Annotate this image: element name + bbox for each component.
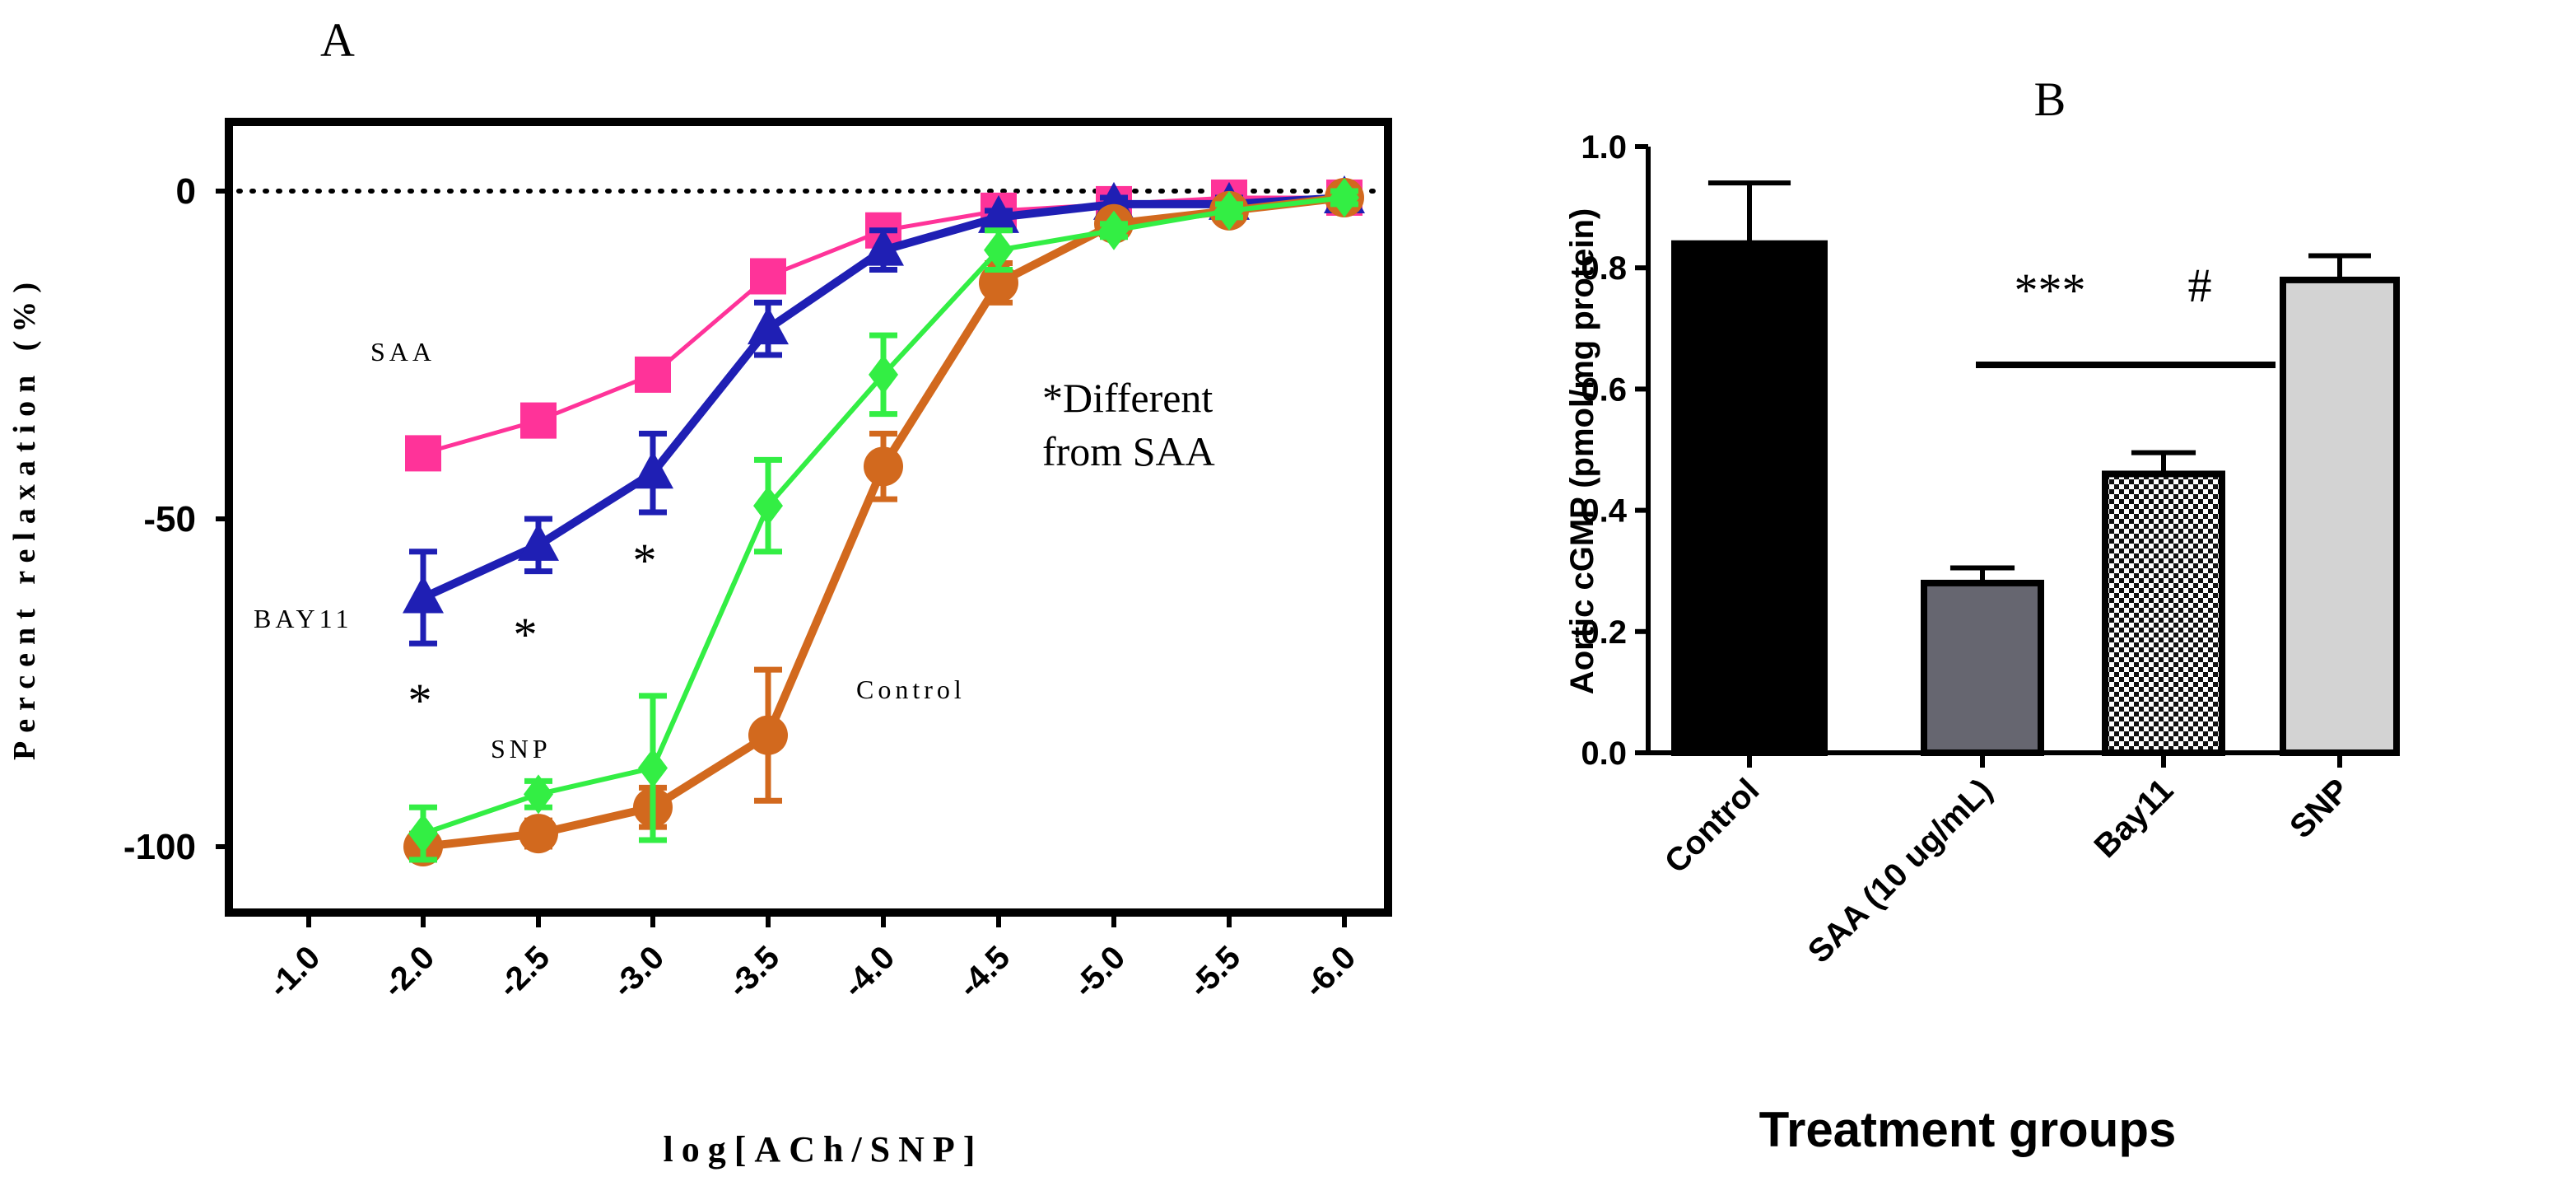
data-point: [524, 774, 553, 815]
series-label-saa: SAA: [370, 337, 436, 367]
x-tick-label: -3.5: [721, 939, 787, 1005]
panel-a-label: A: [320, 13, 355, 67]
data-point: [632, 451, 673, 489]
x-tick-label: -2.5: [491, 939, 557, 1005]
data-point: [518, 522, 559, 561]
panel-b-bars: [1671, 180, 2400, 757]
x-tick-label: -4.0: [836, 939, 902, 1005]
significance-hash: #: [2188, 259, 2212, 312]
y-tick-label: -100: [123, 827, 196, 867]
x-tick-label: -2.0: [376, 939, 442, 1005]
significance-note-line2: from SAA: [1042, 428, 1215, 474]
data-point: [978, 194, 1019, 233]
panel-a-y-axis: 0 -50 -100: [123, 171, 229, 867]
y-tick-label: 0.2: [1581, 614, 1627, 651]
x-tick-label: -6.0: [1297, 939, 1363, 1005]
y-tick-label: 0.0: [1581, 735, 1627, 772]
data-point: [408, 814, 438, 854]
panel-b-y-axis-label: Aortic cGMP (pmol/mg protein): [1564, 208, 1600, 694]
series-line: [422, 194, 1345, 836]
data-point: [519, 814, 558, 854]
series-label-bay11: BAY11: [254, 604, 352, 633]
y-tick-label: 0.8: [1581, 250, 1627, 287]
panel-a: A 0-50-100 -1.0 -2.0 -2.5 -3.0 -3.5 -4.0 -4.5-…: [7, 13, 1392, 1170]
data-point: [750, 258, 786, 295]
data-point: [635, 356, 671, 393]
data-point: [1214, 190, 1244, 231]
bar-saa: [1921, 579, 2044, 756]
data-point: [753, 486, 783, 526]
data-point: [979, 263, 1018, 303]
y-tick-label: 0.6: [1581, 371, 1627, 408]
series-line: [422, 193, 1345, 851]
data-point: [520, 402, 557, 439]
panel-b: B 0.0 0.2 0.4 0.6 0.8 1.0 Control SAA (10 ug/m…: [1564, 72, 2400, 1157]
y-tick-label: 0: [176, 171, 196, 212]
x-tick-label: -1.0: [262, 939, 328, 1005]
data-point: [864, 446, 903, 487]
panel-b-x-axis-label: Treatment groups: [1759, 1102, 2177, 1157]
series-label-control: Control: [856, 675, 966, 704]
x-tick-label: -4.5: [952, 939, 1018, 1005]
panel-a-frame: [225, 118, 1392, 917]
x-tick-label: SAA (10 ug/mL): [1801, 772, 2000, 970]
data-point: [984, 230, 1013, 270]
panel-a-series: [403, 175, 1365, 866]
data-point: [638, 748, 668, 788]
panel-a-x-axis: -1.0 -2.0 -2.5 -3.0 -3.5 -4.0 -4.5 -5.0 -5.5 -6.0: [262, 913, 1363, 1005]
series-label-snp: SNP: [491, 734, 552, 763]
data-point: [869, 354, 898, 395]
series-snp: [408, 177, 1359, 863]
panel-a-y-axis-label: Percent relaxation (%): [7, 274, 42, 760]
panel-b-label: B: [2034, 72, 2066, 126]
x-tick-label: -5.0: [1067, 939, 1133, 1005]
significance-star: *: [514, 608, 538, 661]
significance-star: *: [408, 674, 432, 727]
x-tick-label: Bay11: [2087, 772, 2180, 865]
panel-b-y-axis: 0.0 0.2 0.4 0.6 0.8 1.0: [1581, 129, 1648, 772]
bar-snp: [2280, 276, 2400, 757]
x-tick-label: SNP: [2283, 772, 2356, 845]
bar-bay11: [2102, 470, 2225, 756]
data-point: [403, 575, 444, 614]
bar-control: [1671, 240, 1828, 756]
y-tick-label: 0.4: [1581, 493, 1627, 530]
data-point: [405, 435, 441, 472]
data-point: [748, 306, 789, 345]
data-point: [1330, 177, 1359, 217]
y-tick-label: 1.0: [1581, 129, 1627, 166]
panel-a-x-axis-label: log[ACh/SNP]: [664, 1129, 984, 1170]
data-point: [748, 715, 788, 755]
significance-note-line1: *Different: [1042, 375, 1213, 421]
x-tick-label: -5.5: [1182, 939, 1248, 1005]
series-control: [403, 177, 1364, 866]
y-tick-label: -50: [143, 499, 196, 539]
significance-star: *: [633, 534, 657, 587]
significance-stars: ***: [2015, 264, 2086, 317]
x-tick-label: Control: [1658, 772, 1767, 880]
x-tick-label: -3.0: [606, 939, 672, 1005]
data-point: [1099, 210, 1129, 250]
data-point: [863, 227, 904, 266]
panel-b-x-axis: Control SAA (10 ug/mL) Bay11 SNP: [1658, 753, 2356, 970]
